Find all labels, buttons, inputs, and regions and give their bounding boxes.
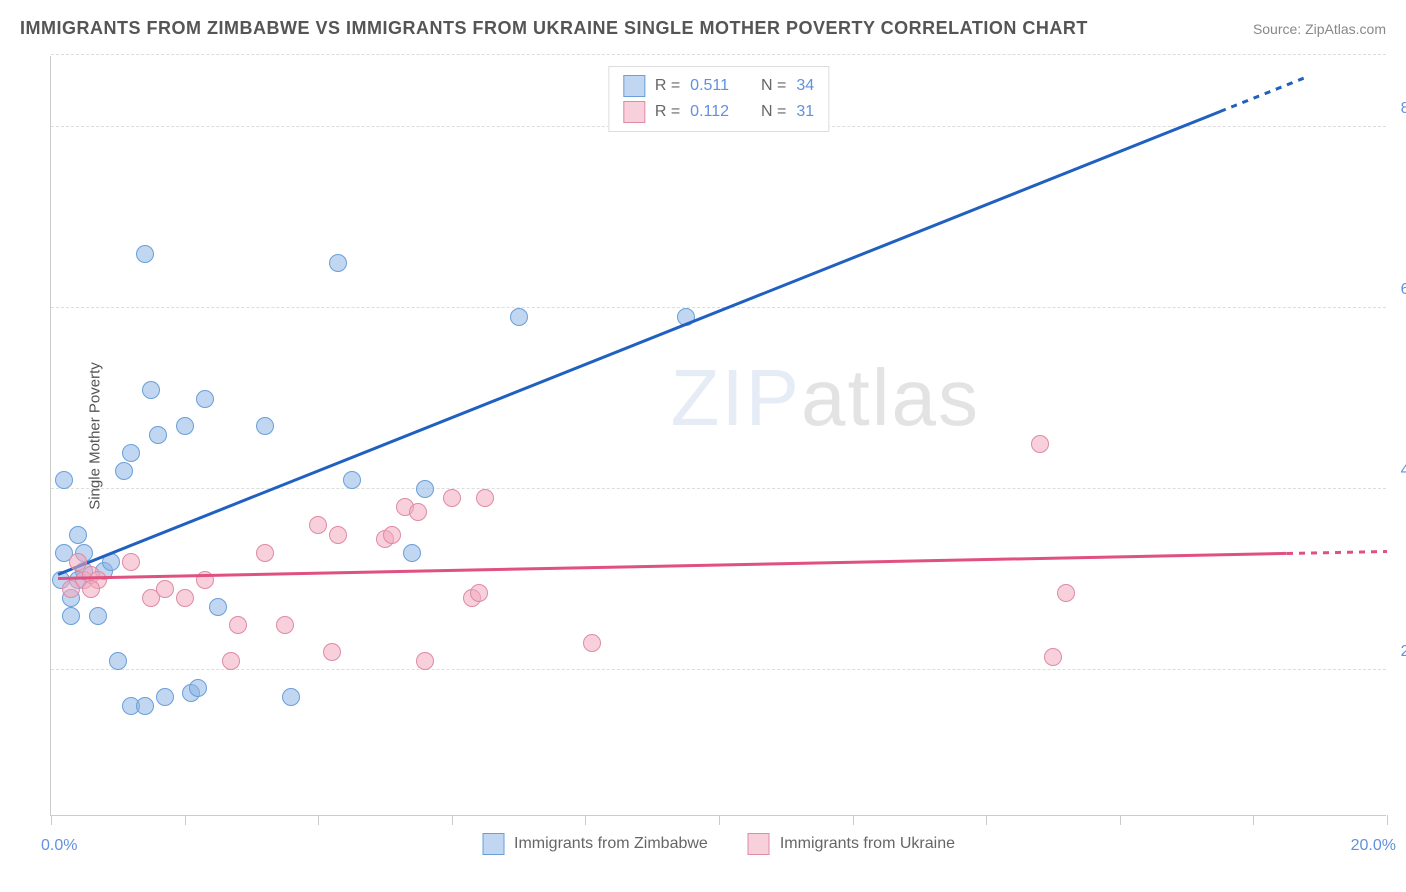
scatter-point: [383, 526, 401, 544]
x-axis-tick: [986, 815, 987, 825]
scatter-point: [1057, 584, 1075, 602]
legend-swatch: [748, 833, 770, 855]
scatter-chart: Single Mother Poverty ZIPatlas R = 0.511 N…: [50, 56, 1386, 816]
scatter-point: [142, 381, 160, 399]
x-axis-tick: [1253, 815, 1254, 825]
scatter-point: [329, 526, 347, 544]
scatter-point: [62, 607, 80, 625]
scatter-point: [69, 526, 87, 544]
scatter-point: [476, 489, 494, 507]
scatter-point: [69, 553, 87, 571]
scatter-point: [189, 679, 207, 697]
scatter-point: [323, 643, 341, 661]
scatter-point: [149, 426, 167, 444]
scatter-point: [136, 697, 154, 715]
x-axis-tick: [51, 815, 52, 825]
y-axis-tick-label: 80.0%: [1401, 100, 1406, 118]
gridline: [51, 669, 1386, 670]
scatter-point: [156, 688, 174, 706]
scatter-point: [115, 462, 133, 480]
scatter-point: [276, 616, 294, 634]
scatter-point: [109, 652, 127, 670]
y-axis-tick-label: 20.0%: [1401, 643, 1406, 661]
series-legend: Immigrants from Zimbabwe Immigrants from …: [482, 833, 955, 855]
trend-line: [57, 110, 1220, 575]
gridline: [51, 488, 1386, 489]
legend-swatch: [482, 833, 504, 855]
scatter-point: [256, 417, 274, 435]
scatter-point: [416, 480, 434, 498]
scatter-point: [222, 652, 240, 670]
trend-line: [1220, 75, 1308, 112]
x-axis-tick-label: 0.0%: [41, 837, 77, 855]
legend-item: Immigrants from Ukraine: [748, 833, 955, 855]
scatter-point: [122, 553, 140, 571]
correlation-legend: R = 0.511 N = 34 R = 0.112 N = 31: [608, 66, 829, 132]
y-axis-title: Single Mother Poverty: [86, 362, 103, 510]
scatter-point: [583, 634, 601, 652]
trend-line: [58, 552, 1287, 580]
legend-n-label: N =: [761, 77, 786, 95]
x-axis-tick: [585, 815, 586, 825]
scatter-point: [89, 607, 107, 625]
y-axis-tick-label: 60.0%: [1401, 281, 1406, 299]
x-axis-tick-label: 20.0%: [1351, 837, 1396, 855]
x-axis-tick: [719, 815, 720, 825]
legend-r-value: 0.112: [690, 103, 729, 121]
legend-r-label: R =: [655, 77, 680, 95]
chart-title: IMMIGRANTS FROM ZIMBABWE VS IMMIGRANTS F…: [20, 18, 1088, 39]
gridline: [51, 307, 1386, 308]
scatter-point: [55, 471, 73, 489]
scatter-point: [176, 589, 194, 607]
x-axis-tick: [318, 815, 319, 825]
legend-swatch: [623, 101, 645, 123]
trend-line: [1287, 550, 1387, 555]
scatter-point: [256, 544, 274, 562]
scatter-point: [156, 580, 174, 598]
legend-series-label: Immigrants from Zimbabwe: [514, 835, 708, 853]
scatter-point: [196, 390, 214, 408]
legend-n-value: 31: [796, 103, 814, 121]
scatter-point: [1044, 648, 1062, 666]
scatter-point: [343, 471, 361, 489]
legend-r-value: 0.511: [690, 77, 729, 95]
scatter-point: [1031, 435, 1049, 453]
scatter-point: [209, 598, 227, 616]
x-axis-tick: [853, 815, 854, 825]
scatter-point: [416, 652, 434, 670]
x-axis-tick: [185, 815, 186, 825]
x-axis-tick: [452, 815, 453, 825]
x-axis-tick: [1120, 815, 1121, 825]
legend-swatch: [623, 75, 645, 97]
watermark-zip: ZIP: [671, 353, 801, 442]
scatter-point: [409, 503, 427, 521]
scatter-point: [443, 489, 461, 507]
watermark-text: ZIPatlas: [671, 352, 980, 444]
scatter-point: [470, 584, 488, 602]
scatter-point: [282, 688, 300, 706]
scatter-point: [403, 544, 421, 562]
legend-row: R = 0.112 N = 31: [623, 99, 814, 125]
legend-n-label: N =: [761, 103, 786, 121]
legend-row: R = 0.511 N = 34: [623, 73, 814, 99]
legend-r-label: R =: [655, 103, 680, 121]
source-attribution: Source: ZipAtlas.com: [1253, 21, 1386, 37]
scatter-point: [329, 254, 347, 272]
legend-n-value: 34: [796, 77, 814, 95]
gridline: [51, 54, 1386, 55]
scatter-point: [510, 308, 528, 326]
scatter-point: [229, 616, 247, 634]
watermark-atlas: atlas: [801, 353, 980, 442]
scatter-point: [176, 417, 194, 435]
scatter-point: [136, 245, 154, 263]
scatter-point: [309, 516, 327, 534]
x-axis-tick: [1387, 815, 1388, 825]
chart-header: IMMIGRANTS FROM ZIMBABWE VS IMMIGRANTS F…: [20, 18, 1386, 39]
y-axis-tick-label: 40.0%: [1401, 462, 1406, 480]
legend-item: Immigrants from Zimbabwe: [482, 833, 708, 855]
scatter-point: [122, 444, 140, 462]
scatter-point: [82, 580, 100, 598]
legend-series-label: Immigrants from Ukraine: [780, 835, 955, 853]
